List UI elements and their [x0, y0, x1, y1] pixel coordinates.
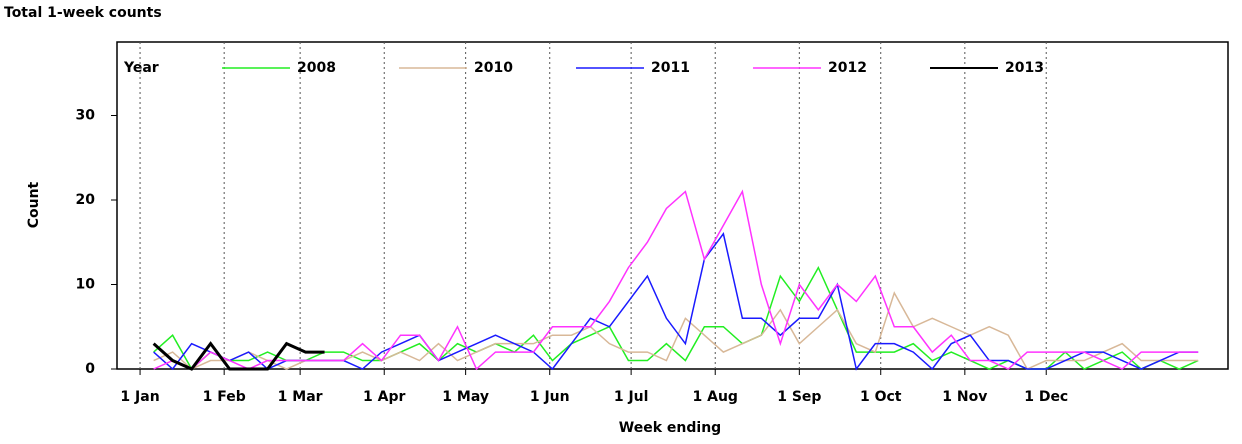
x-tick-label: 1 Mar [278, 389, 323, 405]
x-axis-label: Week ending [619, 420, 721, 436]
y-tick-label: 30 [76, 108, 96, 124]
y-tick-label: 0 [85, 361, 95, 377]
x-tick-label: 1 Apr [363, 389, 405, 405]
x-tick-label: 1 Dec [1024, 389, 1068, 405]
y-tick-label: 10 [76, 277, 96, 293]
legend-label: 2011 [651, 60, 690, 76]
x-tick-label: 1 Oct [860, 389, 902, 405]
y-axis-label: Count [26, 181, 42, 228]
x-tick-label: 1 Jul [614, 389, 649, 405]
series-line [153, 265, 1199, 371]
x-tick-label: 1 May [442, 389, 489, 405]
legend-label: 2013 [1005, 60, 1044, 76]
plot-frame [116, 41, 1229, 370]
x-tick-label: 1 Jan [120, 389, 159, 405]
x-tick-label: 1 Aug [693, 389, 738, 405]
y-tick-label: 20 [76, 192, 96, 208]
legend-label: 2010 [474, 60, 513, 76]
x-tick-label: 1 Sep [777, 389, 821, 405]
x-tick-label: 1 Feb [203, 389, 246, 405]
x-tick-label: 1 Nov [942, 389, 987, 405]
legend-label: 2008 [297, 60, 336, 76]
series-line [153, 189, 1199, 371]
legend-label: 2012 [828, 60, 867, 76]
series-line [152, 341, 325, 371]
legend-title: Year [123, 60, 159, 76]
chart-title: Total 1-week counts [4, 5, 162, 21]
x-tick-label: 1 Jun [530, 389, 570, 405]
series-line [153, 232, 1199, 371]
